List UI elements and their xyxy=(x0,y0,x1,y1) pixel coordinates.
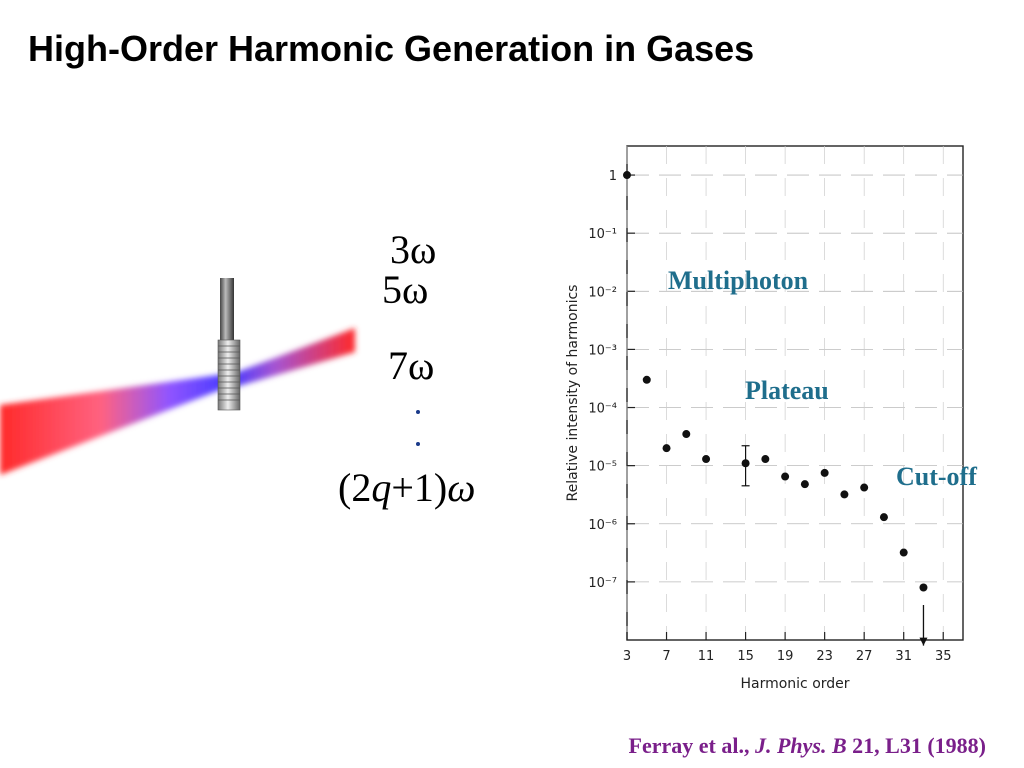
x-tick-label: 7 xyxy=(662,649,670,664)
x-tick-label: 15 xyxy=(737,649,754,664)
data-point xyxy=(623,171,631,180)
y-tick-label: 10⁻² xyxy=(588,285,617,300)
harmonic-general-open: (2 xyxy=(338,465,372,510)
harmonic-general-omega: ω xyxy=(447,465,476,510)
data-point xyxy=(682,430,691,439)
reference-citation: Ferray et al., J. Phys. B 21, L31 (1988) xyxy=(629,733,986,759)
x-tick-label: 19 xyxy=(777,649,794,664)
data-point xyxy=(860,483,869,492)
harmonic-general: (2q+1)ω xyxy=(338,464,475,511)
x-tick-label: 11 xyxy=(698,649,715,664)
harmonic-spectrum-chart: 1 10⁻¹ 10⁻² 10⁻³ 10⁻⁴ 10⁻⁵ 10⁻⁶ 10⁻⁷ 3 7 11 15 19 23 2… xyxy=(565,145,964,692)
data-point xyxy=(642,375,651,384)
y-tick-label: 10⁻⁷ xyxy=(588,576,617,591)
data-point xyxy=(741,459,750,468)
y-tick-label: 1 xyxy=(609,169,617,184)
y-axis-label: Relative intensity of harmonics xyxy=(565,285,581,502)
y-tick-label: 10⁻⁴ xyxy=(588,402,617,417)
harmonic-general-q: q xyxy=(371,465,392,510)
data-point xyxy=(662,444,671,453)
x-tick-label: 23 xyxy=(816,649,833,664)
harmonic-general-plus: +1) xyxy=(391,465,448,510)
reference-journal: J. Phys. B xyxy=(754,733,847,758)
data-point xyxy=(899,548,908,557)
harmonic-3: 3ω xyxy=(390,227,437,272)
x-tick-label: 27 xyxy=(856,649,873,664)
annotation-cutoff: Cut-off xyxy=(896,462,977,491)
x-tick-label: 3 xyxy=(623,649,631,664)
y-tick-label: 10⁻¹ xyxy=(588,227,617,242)
ellipsis-dot-1 xyxy=(416,410,420,414)
annotation-plateau: Plateau xyxy=(745,376,829,405)
harmonic-5: 5ω xyxy=(382,267,429,312)
incoming-beam xyxy=(0,374,225,475)
slide-title: High-Order Harmonic Generation in Gases xyxy=(28,28,755,69)
plot-frame xyxy=(626,145,964,641)
data-point xyxy=(800,480,809,489)
data-point xyxy=(840,490,849,499)
x-axis-label: Harmonic order xyxy=(740,676,849,692)
reference-details: 21, L31 (1988) xyxy=(852,733,986,758)
x-tick-label: 31 xyxy=(895,649,912,664)
reference-authors: Ferray et al., xyxy=(628,733,750,758)
gas-jet-coil xyxy=(217,339,241,411)
upper-limit-arrowhead xyxy=(919,637,928,646)
harmonic-7: 7ω xyxy=(388,343,435,388)
x-tick-label: 35 xyxy=(935,649,952,664)
data-point xyxy=(879,513,888,522)
y-tick-label: 10⁻⁶ xyxy=(588,518,617,533)
y-tick-label: 10⁻⁵ xyxy=(588,460,617,475)
y-tick-label: 10⁻³ xyxy=(588,343,617,358)
laser-gas-jet-illustration xyxy=(0,278,355,475)
data-point xyxy=(781,472,790,481)
data-point xyxy=(761,455,770,464)
outgoing-beam xyxy=(232,328,355,388)
ellipsis-dot-2 xyxy=(416,442,420,446)
data-point xyxy=(702,455,711,464)
data-point xyxy=(919,583,928,592)
annotation-multiphoton: Multiphoton xyxy=(668,266,809,295)
data-point xyxy=(820,468,829,477)
